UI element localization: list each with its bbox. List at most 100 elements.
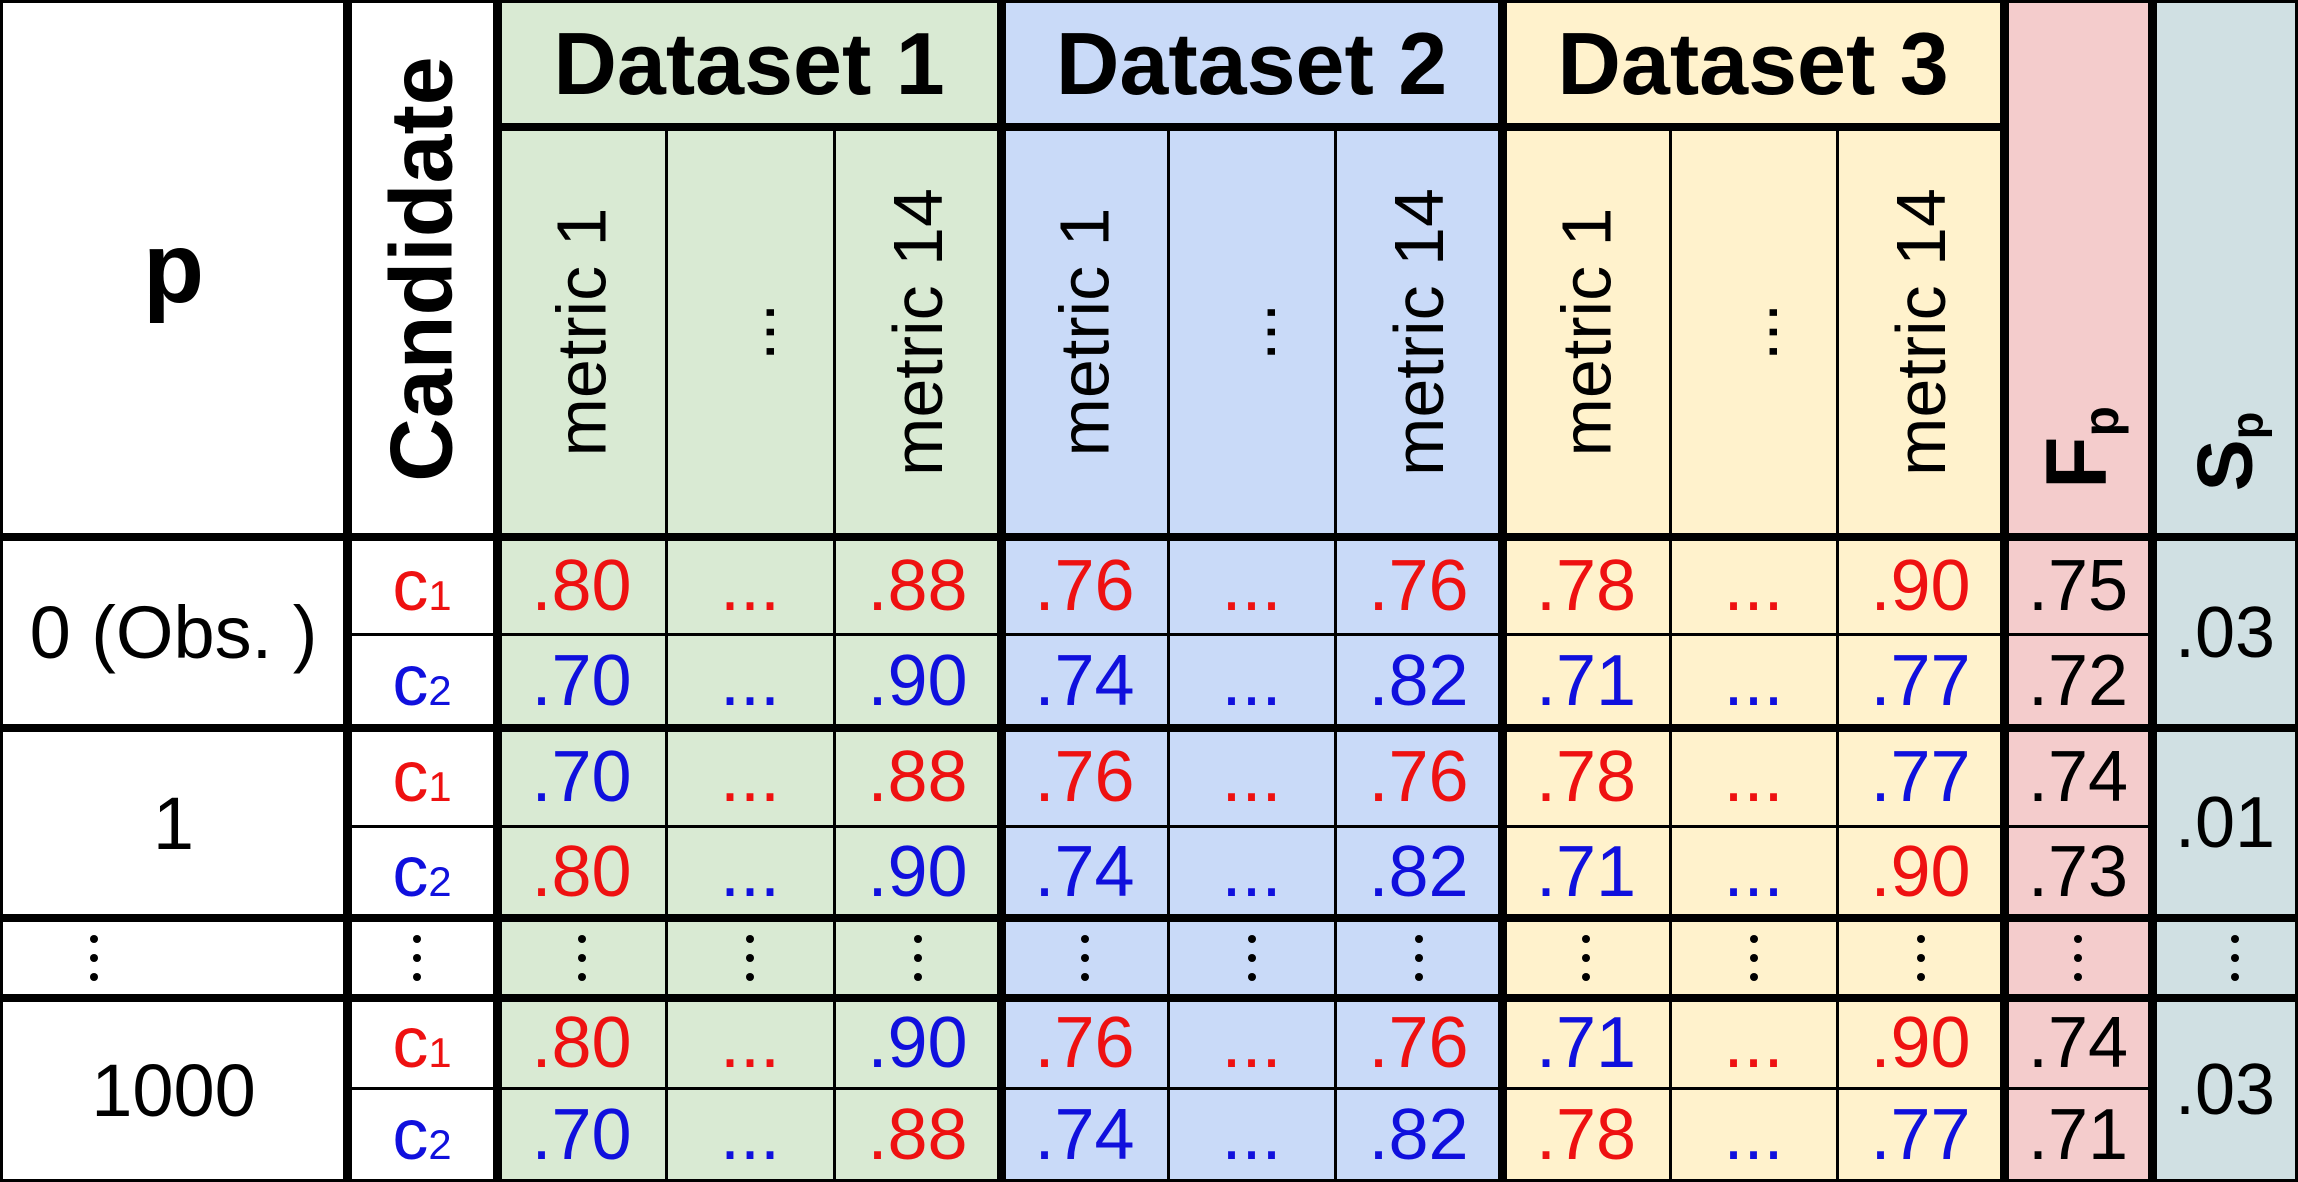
vertical-ellipsis [834,918,1001,998]
candidate-column-header: Candidate [347,0,497,537]
dataset-3-title: Dataset 3 [1557,13,1949,113]
candidate-cell-subscript: 2 [428,1121,452,1169]
vertical-ellipsis [1168,918,1335,998]
candidate-cell-text: c [392,1095,429,1175]
metric-value-cell: ... [719,737,780,817]
grid-line-vertical [2147,0,2157,1182]
metric-value-cell: .88 [867,737,968,817]
metric-value-cell: ... [1723,1003,1784,1083]
metric-value-cell: .82 [1368,641,1469,721]
dataset-2-background [1001,0,1502,1182]
candidate-cell-subscript: 2 [428,667,452,715]
metric-value-cell: .70 [531,1095,632,1175]
group-1-s-value: .03 [2174,592,2276,673]
grid-line-vertical [1166,127,1170,1182]
candidate-cell-subscript: 1 [428,763,452,811]
vertical-ellipsis [0,918,187,998]
metric-value-cell: .78 [1535,1095,1637,1175]
dataset-3-background [1502,0,2004,1182]
metric-header-label: metric 1 [1045,207,1124,457]
grid-line-vertical [996,0,1006,1182]
vertical-ellipsis [2172,918,2298,998]
dataset-3-metric-header-3: metric 14 [1837,127,2004,537]
metric-value-cell: .71 [1535,641,1637,721]
metric-header-label: ... [1714,302,1793,362]
fp-column-header-subscript: p [2073,405,2130,437]
candidate-cell-subscript: 2 [428,858,452,906]
grid-line-horizontal [347,1086,2152,1090]
candidate-header-label: Candidate [372,55,472,482]
metric-value-cell: .90 [867,1003,968,1083]
metric-value-cell: .88 [867,545,968,626]
grid-line-vertical [1668,127,1672,1182]
dataset-1-background [497,0,1001,1182]
metric-value-cell: ... [1723,641,1784,721]
candidate-cell-text: c [392,737,429,817]
metric-value-cell: ... [719,545,780,626]
metric-value-cell: ... [1723,832,1784,912]
grid-line-vertical [664,127,668,1182]
vertical-ellipsis [497,918,666,998]
vertical-ellipsis [1502,918,1670,998]
metric-value-cell: .80 [531,545,632,626]
metric-value-cell: ... [1723,1095,1784,1175]
grid-line-horizontal [347,632,2152,636]
metric-value-cell: .76 [1368,545,1469,626]
metric-value-cell: ... [1221,832,1282,912]
metric-value-cell: .70 [531,641,632,721]
group-2-s-value: .01 [2174,783,2276,863]
dataset-1-metric-header-1: metric 1 [497,127,666,537]
metric-value-cell: ... [1221,641,1282,721]
grid-line-horizontal [0,914,2298,922]
vertical-ellipsis [1335,918,1502,998]
candidate-cell-text: c [392,832,429,912]
metric-value-cell: .90 [867,641,968,721]
metric-value-cell: ... [719,641,780,721]
metric-header-label: metric 1 [542,207,621,457]
vertical-ellipsis [666,918,834,998]
metric-value-cell: ... [1221,737,1282,817]
fp-value-cell: .74 [2027,1003,2129,1083]
f-column-background [2004,0,2152,1182]
fp-value-cell: .75 [2027,545,2129,626]
metric-value-cell: .70 [531,737,632,817]
metric-value-cell: .77 [1870,1095,1971,1175]
fp-value-cell: .71 [2027,1095,2129,1175]
group-1-p-value: 0 (Obs. ) [29,591,318,674]
metric-value-cell: ... [1723,545,1784,626]
dataset-1-metric-header-3: metric 14 [834,127,1001,537]
sp-column-header: Sp [2152,0,2298,537]
metric-value-cell: .76 [1368,737,1469,817]
metric-value-cell: .88 [867,1095,968,1175]
grid-line-vertical [2294,0,2298,1182]
candidate-cell-text: c [392,641,429,721]
metric-value-cell: ... [719,1095,780,1175]
dataset-2-metric-header-1: metric 1 [1001,127,1168,537]
dataset-1-title: Dataset 1 [553,13,945,113]
metric-value-cell: .80 [531,1003,632,1083]
fp-value-cell: .72 [2027,641,2129,721]
metric-value-cell: .74 [1034,832,1135,912]
metric-value-cell: ... [719,1003,780,1083]
metric-value-cell: .77 [1870,737,1971,817]
metric-value-cell: .90 [1870,545,1971,626]
grid-line-vertical [492,0,502,1182]
metric-value-cell: .90 [867,832,968,912]
grid-line-horizontal [0,994,2298,1002]
metric-value-cell: .76 [1368,1003,1469,1083]
grid-line-vertical [1835,127,1839,1182]
grid-line-vertical [0,0,3,1182]
metric-value-cell: .82 [1368,832,1469,912]
grid-line-horizontal [0,533,2298,541]
metric-value-cell: .76 [1034,1003,1135,1083]
vertical-ellipsis [2004,918,2152,998]
fp-column-header-label: Fp [2028,405,2130,489]
group-3-s-value: .03 [2174,1050,2276,1130]
grid-line-horizontal [0,724,2298,732]
candidate-cell-text: c [392,1003,429,1083]
fp-value-cell: .73 [2027,832,2129,912]
